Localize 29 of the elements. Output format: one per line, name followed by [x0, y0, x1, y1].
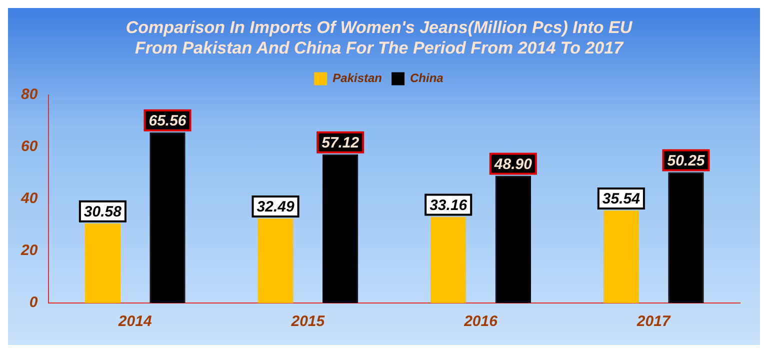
y-tick-label: 40 — [20, 190, 38, 208]
x-tick-label: 2016 — [463, 313, 498, 330]
bar — [495, 176, 531, 303]
bar — [322, 154, 358, 303]
text: 65.56 — [148, 112, 186, 130]
x-tick-label: 2015 — [290, 313, 326, 330]
text: 50.25 — [667, 152, 705, 170]
legend-label: China — [410, 71, 444, 86]
y-tick-label: 60 — [20, 138, 38, 155]
y-tick-label: 80 — [20, 86, 38, 103]
y-tick-label: 20 — [20, 242, 38, 260]
text: From Pakistan And China For The Period From 2014 To 2017 — [134, 38, 624, 58]
y-tick-label: 0 — [29, 294, 38, 312]
bar — [603, 210, 640, 303]
text: 35.54 — [602, 190, 640, 208]
bar — [668, 172, 704, 303]
bar — [150, 132, 186, 303]
bar — [430, 216, 466, 303]
text: 57.12 — [322, 134, 360, 152]
x-tick-label: 2017 — [636, 313, 671, 330]
bar — [84, 223, 121, 303]
text: 32.49 — [256, 198, 294, 216]
text: 48.90 — [494, 156, 532, 173]
x-tick-label: 2014 — [117, 313, 152, 330]
legend-label: Pakistan — [332, 71, 382, 86]
text: 33.16 — [430, 196, 468, 214]
text: Comparison In Imports Of Women's Jeans(Million Pcs) Into EU — [126, 18, 632, 37]
text: 30.58 — [84, 204, 122, 221]
bar — [258, 218, 294, 303]
